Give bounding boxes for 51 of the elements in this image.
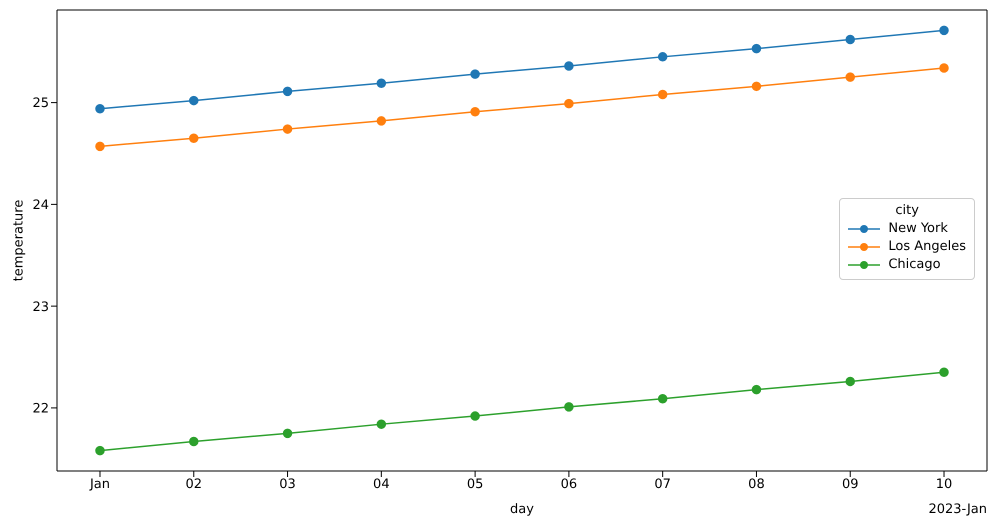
point bbox=[658, 90, 668, 100]
legend-title: city bbox=[894, 203, 920, 218]
x-tick-label: 08 bbox=[748, 477, 765, 492]
point bbox=[376, 419, 386, 429]
y-tick-label: 24 bbox=[32, 198, 49, 213]
point bbox=[564, 61, 574, 71]
x-axis-title: day bbox=[510, 502, 534, 517]
point bbox=[282, 124, 292, 134]
point bbox=[564, 98, 574, 108]
point bbox=[845, 72, 855, 82]
legend-label: New York bbox=[888, 221, 948, 236]
point bbox=[189, 96, 199, 106]
x-tick-label: 06 bbox=[560, 477, 578, 492]
y-tick-label: 25 bbox=[32, 96, 49, 112]
point bbox=[376, 116, 386, 126]
x-tick-label: 05 bbox=[466, 477, 484, 492]
y-tick-label: 23 bbox=[32, 300, 49, 315]
x-tick-label: 02 bbox=[185, 477, 202, 492]
point bbox=[939, 368, 949, 378]
point bbox=[658, 52, 668, 62]
point bbox=[189, 436, 199, 446]
point bbox=[95, 104, 105, 114]
point bbox=[470, 69, 480, 79]
legend-label: Chicago bbox=[888, 257, 941, 272]
point bbox=[470, 107, 480, 117]
point bbox=[95, 446, 105, 456]
legend-label: Los Angeles bbox=[888, 239, 966, 254]
point bbox=[752, 82, 762, 92]
point bbox=[564, 402, 574, 412]
x-tick-label: 07 bbox=[654, 477, 671, 492]
point bbox=[845, 34, 855, 44]
text: 2023-Jan bbox=[928, 502, 987, 517]
y-axis-title: temperature bbox=[12, 200, 27, 282]
x-tick-label: 03 bbox=[279, 477, 296, 492]
point bbox=[845, 376, 855, 386]
point bbox=[752, 44, 762, 54]
x-tick-label: 09 bbox=[842, 477, 859, 492]
x-tick-label: Jan bbox=[88, 477, 110, 492]
point bbox=[752, 384, 762, 394]
x-tick-label: 10 bbox=[936, 477, 952, 492]
y-tick-label: 22 bbox=[32, 402, 49, 417]
point bbox=[282, 428, 292, 438]
point bbox=[376, 78, 386, 88]
point bbox=[939, 63, 949, 73]
point bbox=[470, 411, 480, 421]
point bbox=[95, 142, 105, 152]
point bbox=[282, 86, 292, 96]
x-tick-label: 04 bbox=[373, 477, 390, 492]
point bbox=[189, 133, 199, 143]
point bbox=[939, 26, 949, 36]
point bbox=[658, 394, 668, 404]
